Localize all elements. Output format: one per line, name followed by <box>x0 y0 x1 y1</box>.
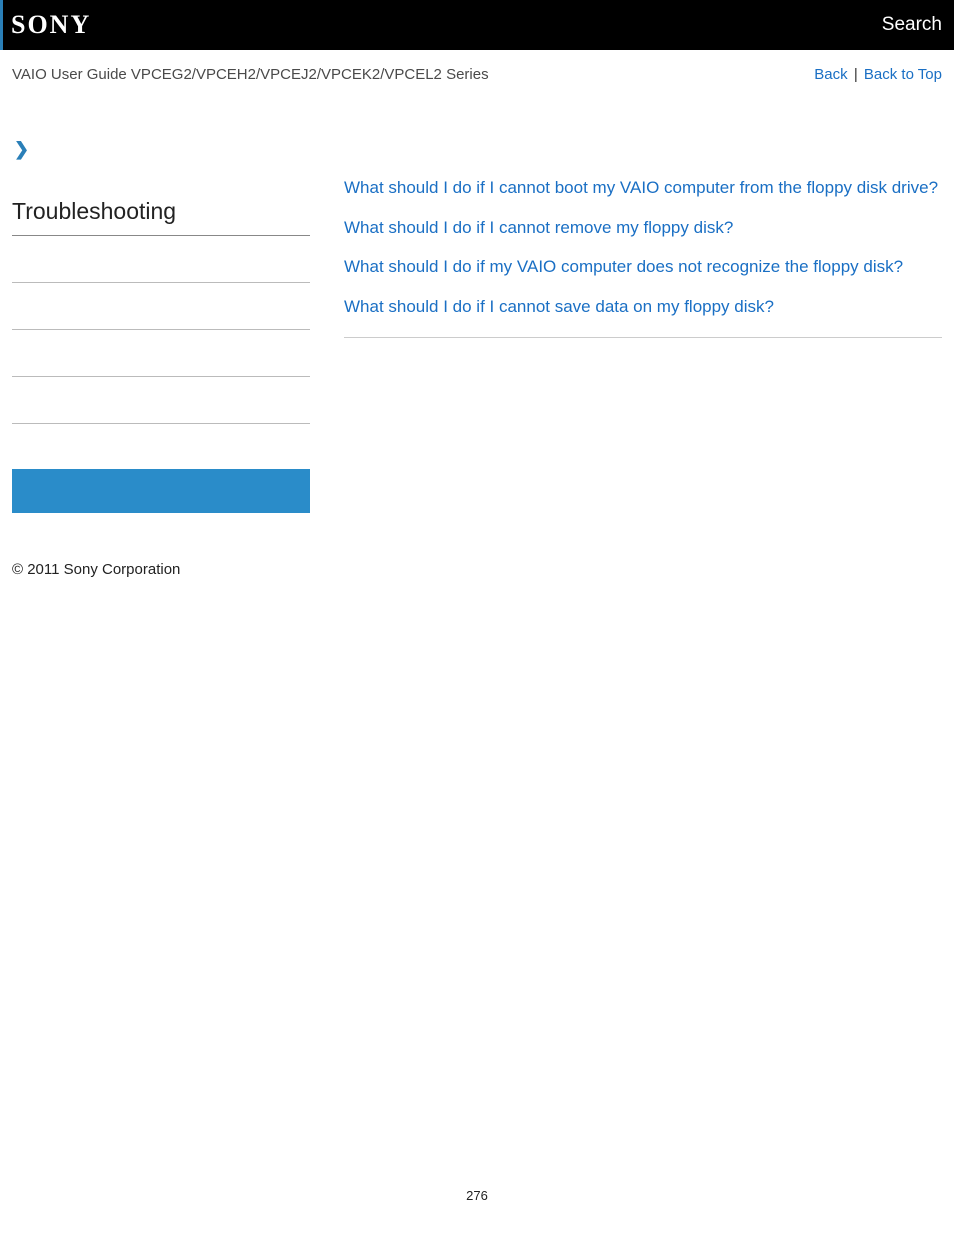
back-link[interactable]: Back <box>814 66 847 83</box>
sidebar-title: Troubleshooting <box>12 198 310 236</box>
faq-link[interactable]: What should I do if I cannot save data o… <box>344 294 942 320</box>
sony-logo: SONY <box>11 10 91 40</box>
copyright: © 2011 Sony Corporation <box>0 561 954 578</box>
content-area: ❯ Troubleshooting What should I do if I … <box>0 83 954 513</box>
faq-link[interactable]: What should I do if my VAIO computer doe… <box>344 254 942 280</box>
sidebar: ❯ Troubleshooting <box>12 139 310 513</box>
main-content: What should I do if I cannot boot my VAI… <box>344 139 942 513</box>
sidebar-item[interactable] <box>12 330 310 377</box>
chevron-right-icon[interactable]: ❯ <box>14 139 310 160</box>
sidebar-nav <box>12 236 310 424</box>
subheader: VAIO User Guide VPCEG2/VPCEH2/VPCEJ2/VPC… <box>0 50 954 83</box>
header-bar: SONY Search <box>0 0 954 50</box>
sidebar-item[interactable] <box>12 283 310 330</box>
back-to-top-link[interactable]: Back to Top <box>864 66 942 83</box>
sidebar-item[interactable] <box>12 236 310 283</box>
nav-links: Back | Back to Top <box>814 66 942 83</box>
guide-title: VAIO User Guide VPCEG2/VPCEH2/VPCEJ2/VPC… <box>12 66 489 83</box>
page-number: 276 <box>0 1188 954 1203</box>
faq-link[interactable]: What should I do if I cannot remove my f… <box>344 215 942 241</box>
content-divider <box>344 337 942 338</box>
search-label[interactable]: Search <box>882 14 942 36</box>
sidebar-item-active[interactable] <box>12 469 310 513</box>
faq-link[interactable]: What should I do if I cannot boot my VAI… <box>344 175 942 201</box>
nav-separator: | <box>848 66 864 83</box>
sidebar-item[interactable] <box>12 377 310 424</box>
